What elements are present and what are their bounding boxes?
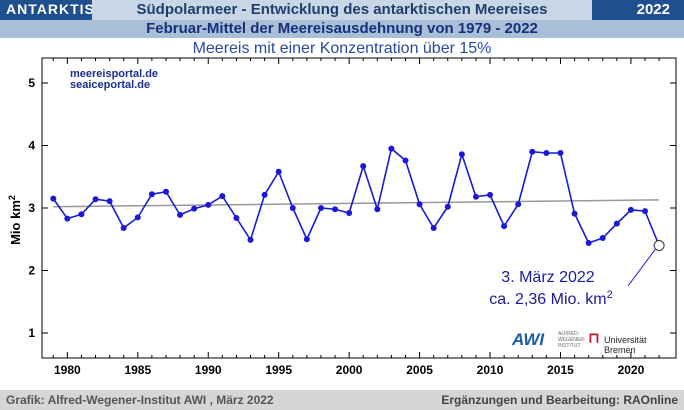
- x-tick-label: 1985: [124, 363, 151, 377]
- data-point: [317, 205, 324, 211]
- region-label: ANTARKTIS: [6, 1, 95, 17]
- data-point: [585, 240, 592, 246]
- data-point: [191, 205, 198, 212]
- data-point: [148, 191, 155, 198]
- data-point: [134, 214, 141, 221]
- data-point: [219, 193, 226, 200]
- source-url-de: meereisportal.de: [70, 68, 159, 80]
- x-tick-label: 2000: [336, 363, 363, 377]
- data-point: [543, 150, 550, 156]
- data-point: [233, 215, 240, 221]
- data-point: [515, 201, 522, 208]
- header-title: Südpolarmeer - Entwicklung des antarktis…: [136, 1, 548, 18]
- series-line: [52, 147, 660, 246]
- source-url-en: seaiceportal.de: [70, 79, 151, 91]
- x-tick-label: 1980: [54, 363, 81, 377]
- y-tick-label: 1: [28, 326, 35, 340]
- data-point: [571, 210, 578, 217]
- data-point: [92, 196, 99, 203]
- plot-frame: [41, 57, 677, 359]
- y-tick-label: 4: [28, 139, 35, 153]
- data-point: [613, 220, 620, 227]
- data-point: [360, 163, 367, 170]
- data-point: [487, 191, 494, 198]
- uni-bremen-icon: ⊓: [588, 330, 600, 347]
- data-point: [261, 191, 268, 198]
- series-layer: [50, 145, 665, 251]
- annotation-unit-superscript: 2: [607, 289, 613, 301]
- data-point: [444, 203, 451, 210]
- x-tick-label: 1990: [195, 363, 222, 377]
- y-tick-label: 5: [28, 76, 35, 90]
- x-tick-label: 2020: [618, 363, 645, 377]
- data-point: [416, 201, 423, 208]
- y-axis-label: Mio km2: [7, 195, 23, 245]
- data-point: [430, 225, 437, 231]
- x-tick-label: 2015: [547, 363, 574, 377]
- y-axis: 1 2 3 4 5: [28, 76, 676, 340]
- y-tick-label: 2: [28, 264, 35, 278]
- data-point: [275, 168, 282, 175]
- data-point: [557, 150, 564, 156]
- data-point: [106, 198, 113, 205]
- annotation-value: ca. 2,36 Mio. km2: [489, 289, 613, 308]
- data-point: [64, 215, 71, 222]
- data-point-latest: [653, 240, 665, 251]
- footer: Grafik: Alfred-Wegener-Institut AWI , Mä…: [0, 390, 684, 410]
- x-tick-label: 1995: [265, 363, 292, 377]
- annotation-leader: [627, 249, 656, 287]
- awi-logo-subtitle: ALFRED-WEGENER-INSTITUT: [558, 331, 586, 349]
- footer-edit-credit: Ergänzungen und Bearbeitung: RAOnline: [441, 393, 678, 407]
- data-point: [177, 211, 184, 218]
- data-point: [458, 151, 465, 158]
- data-point: [247, 236, 254, 243]
- data-point: [599, 235, 606, 241]
- data-point: [402, 157, 409, 164]
- data-point: [78, 211, 85, 218]
- awi-logo: AWI: [512, 330, 545, 349]
- x-tick-label: 2010: [477, 363, 504, 377]
- subtitle: Februar-Mittel der Meereisausdehnung von…: [0, 20, 684, 38]
- data-point: [50, 195, 57, 202]
- data-point: [627, 206, 634, 213]
- data-point: [120, 225, 127, 231]
- data-point: [303, 236, 310, 243]
- footer-credit: Grafik: Alfred-Wegener-Institut AWI , Mä…: [6, 393, 274, 407]
- x-axis: 1980 1985 1990 1995 2000 2005 2010 2015 2020: [52, 58, 660, 377]
- header-title-box: Südpolarmeer - Entwicklung des antarktis…: [92, 0, 592, 20]
- data-point: [501, 223, 508, 230]
- data-point: [472, 193, 479, 200]
- data-point: [162, 188, 169, 195]
- trend-line: [53, 199, 660, 208]
- data-point: [289, 205, 296, 211]
- chart-title: Meereis mit einer Konzentration über 15%: [192, 40, 492, 57]
- annotation-layer: 3. März 2022 ca. 2,36 Mio. km2: [489, 249, 656, 308]
- data-point: [374, 206, 381, 213]
- annotation-date: 3. März 2022: [501, 269, 594, 286]
- y-tick-label: 3: [28, 201, 35, 215]
- data-point: [642, 208, 649, 215]
- top-bar: ANTARKTIS Südpolarmeer - Entwicklung des…: [0, 0, 684, 20]
- data-point: [529, 148, 536, 155]
- data-point: [346, 210, 353, 216]
- x-tick-label: 2005: [406, 363, 433, 377]
- data-point: [388, 145, 395, 152]
- data-point: [205, 201, 212, 208]
- year-label: 2022: [636, 1, 670, 18]
- uni-bremen-logo: Universität Bremen: [604, 335, 647, 355]
- data-point: [332, 206, 339, 213]
- trend-layer: [53, 199, 660, 208]
